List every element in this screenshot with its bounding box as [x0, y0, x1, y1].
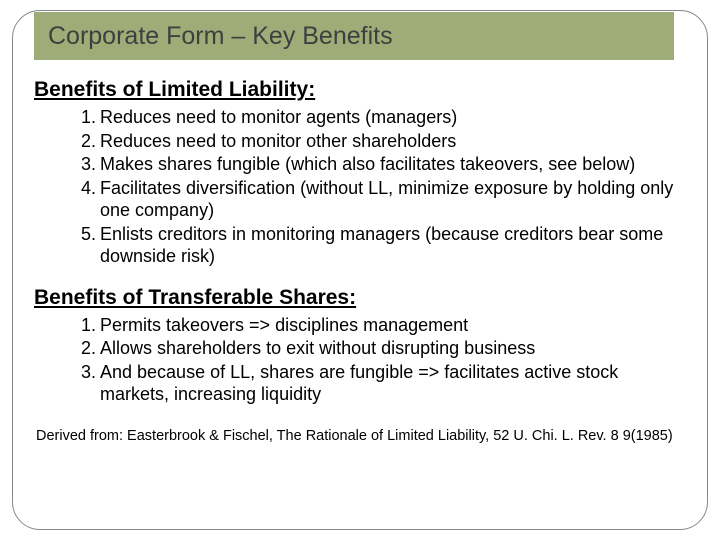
benefit-list-transferable-shares: Permits takeovers => disciplines managem…	[34, 314, 686, 406]
list-item: Enlists creditors in monitoring managers…	[74, 223, 686, 268]
list-item: Reduces need to monitor agents (managers…	[74, 106, 686, 129]
slide-title: Corporate Form – Key Benefits	[48, 22, 393, 51]
benefit-list-limited-liability: Reduces need to monitor agents (managers…	[34, 106, 686, 268]
list-item: Permits takeovers => disciplines managem…	[74, 314, 686, 337]
list-item: Allows shareholders to exit without disr…	[74, 337, 686, 360]
list-item: Reduces need to monitor other shareholde…	[74, 130, 686, 153]
list-item: Facilitates diversification (without LL,…	[74, 177, 686, 222]
title-bar: Corporate Form – Key Benefits	[34, 12, 674, 60]
section-heading-transferable-shares: Benefits of Transferable Shares:	[34, 286, 686, 310]
list-item: Makes shares fungible (which also facili…	[74, 153, 686, 176]
citation-text: Derived from: Easterbrook & Fischel, The…	[34, 428, 686, 444]
section-heading-limited-liability: Benefits of Limited Liability:	[34, 78, 686, 102]
slide-content: Benefits of Limited Liability: Reduces n…	[34, 78, 686, 444]
list-item: And because of LL, shares are fungible =…	[74, 361, 686, 406]
